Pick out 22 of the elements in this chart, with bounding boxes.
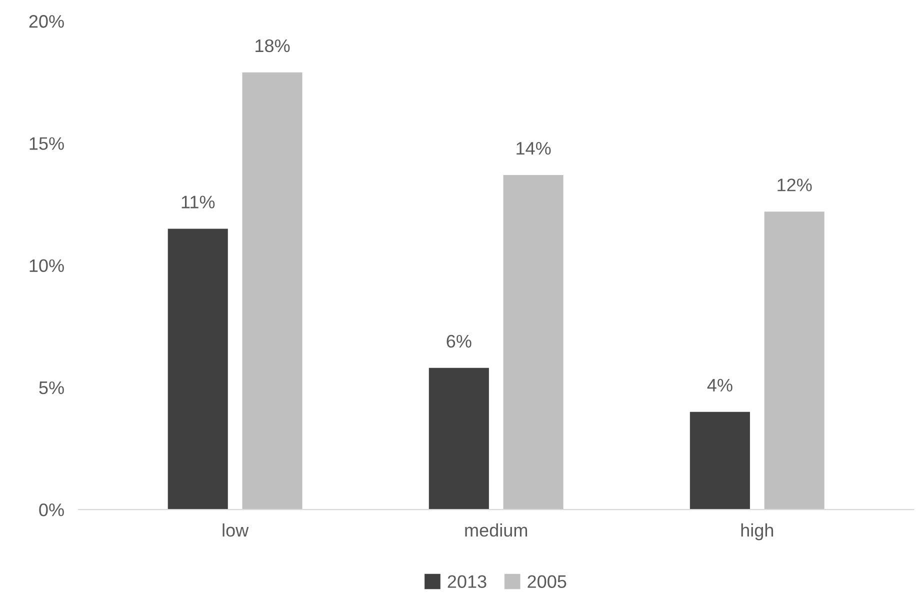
data-label: 14% [516,142,551,155]
legend-label: 2013 [448,575,486,588]
data-label: 6% [446,334,472,348]
bar [690,412,750,510]
data-label: 12% [778,178,812,192]
data-label: 4% [707,378,732,392]
bar [168,228,228,510]
y-tick-label: 10% [30,259,64,272]
data-label: 11% [182,196,215,208]
bar [242,72,302,510]
y-tick-label: 0% [39,503,64,516]
bar [428,368,489,510]
x-tick-label: low [222,523,249,537]
bar [764,212,824,510]
y-tick-label: 20% [29,15,64,28]
data-label: 18% [256,39,290,52]
x-tick-label: medium [465,523,528,537]
y-tick-label: 5% [39,381,64,394]
x-tick-label: high [741,523,774,540]
bar [503,174,564,510]
y-tick-label: 15% [30,137,64,150]
legend-label: 2005 [528,575,566,588]
